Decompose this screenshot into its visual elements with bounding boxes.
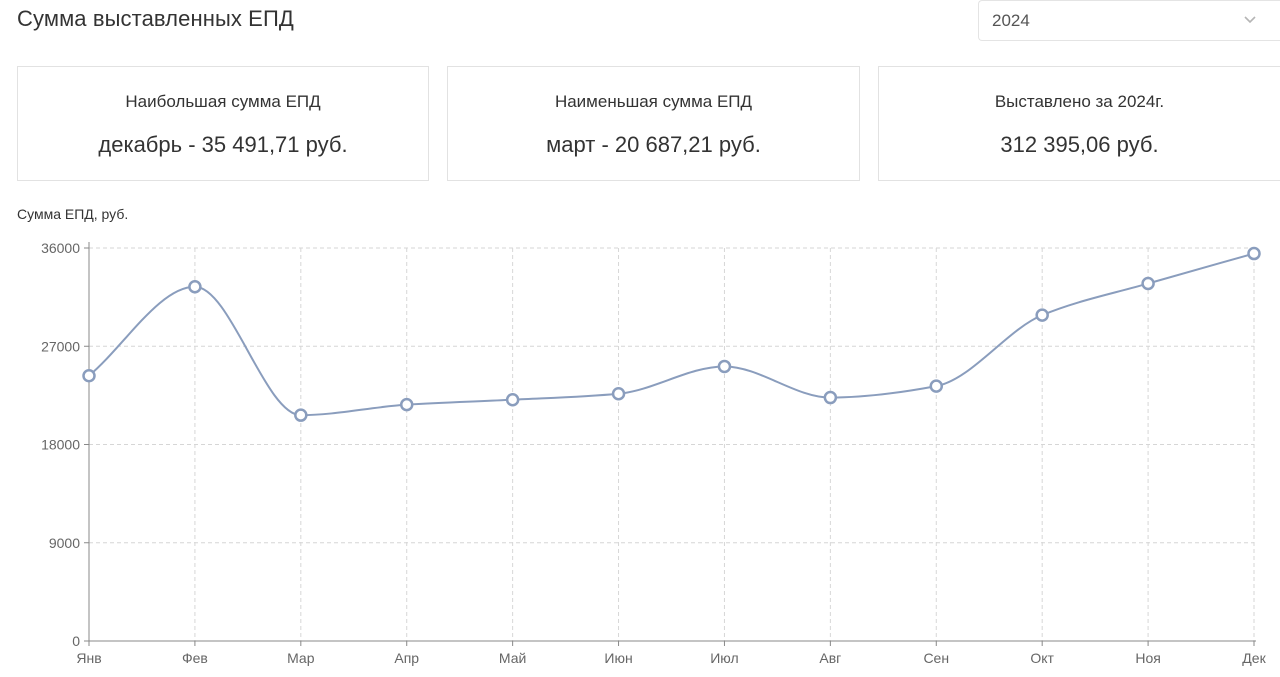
max-sum-card: Наибольшая сумма ЕПД декабрь - 35 491,71… [17, 66, 429, 181]
min-sum-value: март - 20 687,21 руб. [546, 132, 761, 157]
total-sum-value: 312 395,06 руб. [1000, 132, 1159, 157]
data-point-Сен [929, 379, 944, 393]
x-tick-label: Сен [923, 650, 949, 666]
data-point-Июн [611, 386, 626, 401]
chart-axes [84, 242, 1256, 646]
x-tick-label: Авг [819, 650, 841, 666]
data-point-Дек [1247, 246, 1261, 261]
y-tick-label: 18000 [41, 437, 80, 453]
x-tick-label: Апр [394, 650, 419, 666]
y-tick-label: 9000 [49, 535, 80, 551]
chart-series [82, 246, 1261, 422]
year-select-value: 2024 [992, 11, 1030, 30]
x-tick-label: Ноя [1135, 650, 1160, 666]
data-point-Июл [717, 359, 732, 374]
x-tick-label: Фев [182, 650, 208, 666]
data-point-Фев [188, 280, 202, 294]
min-sum-label: Наименьшая сумма ЕПД [554, 92, 753, 111]
y-axis-title: Сумма ЕПД, руб. [17, 206, 128, 222]
min-sum-card: Наименьшая сумма ЕПД март - 20 687,21 ру… [447, 66, 860, 181]
y-tick-label: 36000 [41, 240, 80, 256]
data-point-Окт [1035, 308, 1049, 322]
total-sum-card: Выставлено за 2024г. 312 395,06 руб. [878, 66, 1280, 181]
y-tick-label: 0 [72, 633, 80, 649]
epd-line-chart: Сумма ЕПД, руб. 0 9000 18000 27000 36000 Янв Фе… [0, 195, 1280, 677]
x-tick-label: Июн [604, 650, 632, 666]
data-point-Апр [399, 397, 414, 412]
chart-labels: Сумма ЕПД, руб. 0 9000 18000 27000 36000 Янв Фе… [17, 206, 1267, 666]
x-tick-label: Янв [76, 650, 101, 666]
page-title: Сумма выставленных ЕПД [17, 6, 294, 31]
chart-svg: Сумма ЕПД, руб. 0 9000 18000 27000 36000 Янв Фе… [17, 206, 1267, 666]
data-point-Ноя [1141, 276, 1155, 291]
x-tick-label: Окт [1030, 650, 1054, 666]
max-sum-value: декабрь - 35 491,71 руб. [98, 132, 348, 157]
total-sum-label: Выставлено за 2024г. [994, 92, 1165, 111]
x-tick-label: Июл [710, 650, 738, 666]
series-line [88, 252, 1255, 417]
year-select[interactable]: 2024 [978, 0, 1280, 41]
x-tick-label: Мар [287, 650, 315, 666]
data-point-Авг [823, 390, 838, 405]
chart-grid [89, 247, 1255, 641]
data-point-Май [505, 392, 520, 407]
data-point-Янв [82, 368, 96, 383]
data-point-Мар [294, 408, 308, 422]
max-sum-label: Наибольшая сумма ЕПД [125, 92, 321, 111]
chevron-down-icon [1244, 16, 1256, 24]
y-tick-label: 27000 [41, 338, 80, 354]
x-tick-label: Дек [1242, 650, 1266, 666]
x-tick-label: Май [499, 650, 526, 666]
